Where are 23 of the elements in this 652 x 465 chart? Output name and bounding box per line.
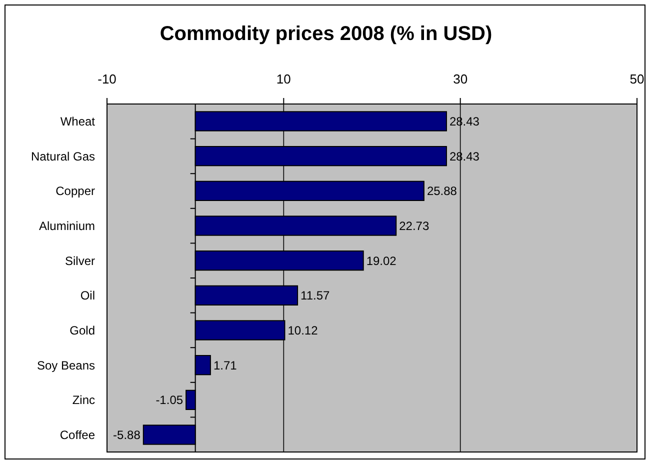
y-tick-label: Aluminium (38, 218, 96, 233)
y-tick-label: Coffee (60, 428, 96, 442)
x-tick-label: 10 (276, 71, 291, 86)
data-label: 11.57 (300, 288, 330, 303)
data-label: 10.12 (288, 323, 318, 338)
y-tick-label: Soy Beans (36, 358, 95, 372)
x-tick-label: 30 (453, 71, 468, 86)
y-tick-label: Copper (56, 184, 95, 198)
y-tick-label: Silver (64, 254, 95, 268)
y-tick-label: Oil (80, 288, 95, 303)
data-label: 19.02 (366, 254, 397, 268)
y-tick-label: Gold (70, 323, 95, 338)
y-tick-label: Wheat (60, 114, 96, 128)
data-label: 25.88 (426, 184, 458, 198)
y-tick-label: Natural Gas (30, 149, 95, 164)
data-label: 1.71 (213, 358, 238, 372)
y-tick-label: Zinc (72, 393, 95, 408)
x-tick-label: 50 (630, 71, 644, 86)
x-tick-label: -10 (98, 71, 116, 86)
chart-title: Commodity prices 2008 (% in USD) (160, 23, 492, 45)
data-label: -1.05 (156, 393, 184, 408)
data-label: -5.88 (113, 428, 141, 442)
data-label: 22.73 (399, 218, 430, 233)
